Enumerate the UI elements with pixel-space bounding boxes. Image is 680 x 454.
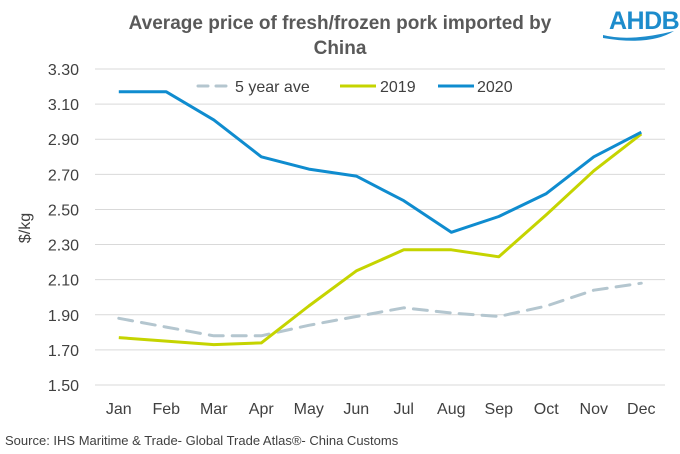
legend-item: 5 year ave — [196, 79, 310, 96]
y-tick-label: 3.30 — [48, 62, 79, 79]
x-tick-label: Sep — [485, 401, 514, 418]
y-tick-label: 2.50 — [48, 202, 79, 219]
series-lines — [117, 90, 643, 347]
legend-item: 2019 — [340, 79, 416, 96]
logo-text: AHDB — [609, 7, 679, 35]
y-tick-label: 1.90 — [48, 308, 79, 325]
y-tick-label: 2.70 — [48, 167, 79, 184]
y-tick-label: 3.10 — [48, 97, 79, 114]
legend-label: 2020 — [477, 79, 513, 96]
x-tick-label: Oct — [534, 401, 559, 418]
legend-label: 5 year ave — [235, 79, 310, 96]
x-tick-label: May — [294, 401, 324, 418]
x-tick-label: Jun — [343, 401, 369, 418]
chart-title-line-1: Average price of fresh/frozen pork impor… — [129, 13, 552, 34]
series-line-5-year-ave — [117, 281, 643, 338]
y-tick-label: 2.30 — [48, 238, 79, 255]
y-tick-label: 1.70 — [48, 343, 79, 360]
x-tick-label: Nov — [580, 401, 608, 418]
series-line-2020 — [118, 90, 642, 234]
y-tick-label: 1.50 — [48, 378, 79, 395]
x-tick-label: Feb — [152, 401, 180, 418]
y-tick-labels: 3.30 3.10 2.90 2.70 2.50 2.30 2.10 1.90 1.70 1.50 — [48, 62, 79, 395]
series-line-2019 — [118, 132, 643, 347]
legend-item: 2020 — [438, 79, 513, 96]
chart-title-line-2: China — [314, 38, 367, 59]
x-tick-label: Mar — [200, 401, 228, 418]
source-note: Source: IHS Maritime & Trade- Global Tra… — [5, 433, 399, 448]
logo-wave-icon — [603, 31, 674, 41]
y-tick-label: 2.90 — [48, 132, 79, 149]
y-axis-label: $/kg — [17, 213, 34, 243]
x-tick-labels: Jan Feb Mar Apr May Jun Jul Aug Sep Oct Nov Dec — [106, 401, 656, 418]
legend-label: 2019 — [380, 79, 416, 96]
x-tick-label: Dec — [627, 401, 655, 418]
x-tick-label: Apr — [249, 401, 275, 418]
ahdb-logo: AHDB — [603, 7, 680, 41]
x-tick-label: Aug — [437, 401, 465, 418]
legend: 5 year ave 2019 2020 — [196, 79, 513, 96]
x-tick-label: Jan — [106, 401, 132, 418]
gridlines — [95, 68, 665, 386]
x-tick-label: Jul — [394, 401, 414, 418]
y-tick-label: 2.10 — [48, 273, 79, 290]
